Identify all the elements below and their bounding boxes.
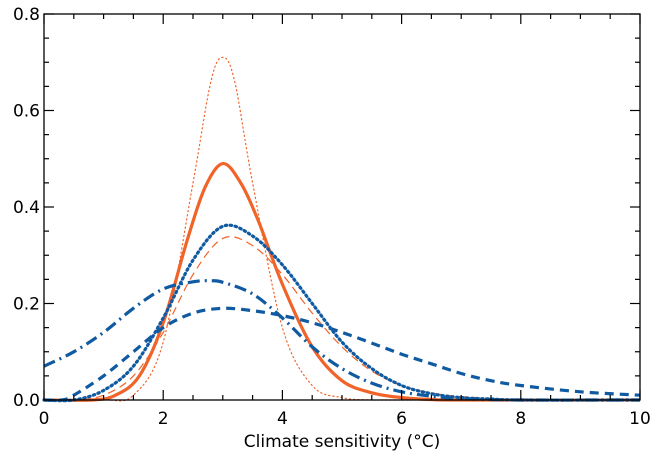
series-line-1: [43, 56, 641, 402]
x-tick-label: 2: [158, 409, 169, 429]
x-tick-label: 4: [277, 409, 288, 429]
x-axis-title: Climate sensitivity (°C): [244, 432, 440, 452]
series-line-2: [43, 162, 641, 402]
x-tick-label: 6: [396, 409, 407, 429]
y-tick-label: 0.0: [13, 391, 40, 411]
axis-ticks: 0 2 4 6 8 10 0.0 0.2 0.4 0.6 0.8: [13, 5, 651, 429]
series-line-3: [43, 236, 641, 401]
series-line-6: [43, 306, 641, 402]
series-line-5: [43, 279, 641, 402]
series-line-4: [42, 223, 642, 403]
x-tick-label: 10: [629, 409, 651, 429]
series-lines: [42, 56, 642, 403]
x-tick-label: 0: [39, 409, 50, 429]
y-tick-label: 0.6: [13, 102, 40, 122]
y-tick-label: 0.8: [13, 5, 40, 25]
y-tick-label: 0.4: [13, 198, 40, 218]
y-tick-label: 0.2: [13, 295, 40, 315]
x-tick-label: 8: [515, 409, 526, 429]
